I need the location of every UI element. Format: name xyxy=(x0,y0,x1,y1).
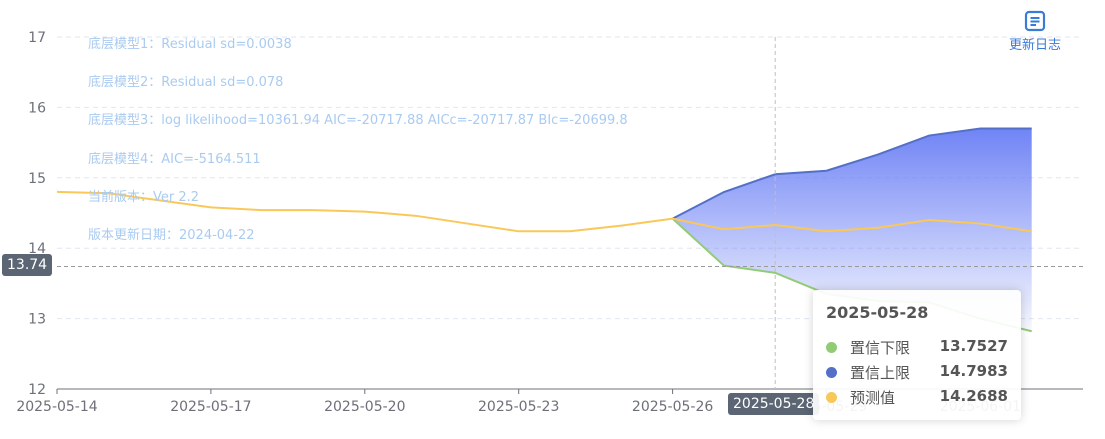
tooltip-row-lower: 置信下限 13.7527 xyxy=(826,336,1008,358)
y-tick-label: 14 xyxy=(28,241,46,257)
legend-dot-icon xyxy=(826,367,837,378)
tooltip-row-upper: 置信上限 14.7983 xyxy=(826,361,1008,383)
x-tick-label: 2025-05-26 xyxy=(632,399,713,415)
x-tick-label: 2025-05-17 xyxy=(170,399,251,415)
x-tick-label: 2025-05-14 xyxy=(16,399,97,415)
legend-dot-icon xyxy=(826,342,837,353)
x-tick-label: 2025-05-20 xyxy=(324,399,405,415)
legend-dot-icon xyxy=(826,392,837,403)
y-tick-label: 13 xyxy=(28,312,46,328)
tooltip-series-value: 13.7527 xyxy=(939,337,1008,355)
document-icon xyxy=(1024,10,1046,32)
model-info-4: 底层模型4：AIC=-5164.511 xyxy=(88,152,261,167)
y-tick-label: 15 xyxy=(28,171,46,187)
version-info: 当前版本：Ver 2.2 xyxy=(88,190,200,205)
model-info-2: 底层模型2：Residual sd=0.078 xyxy=(88,75,284,90)
series-line-forecast xyxy=(56,190,1032,233)
tooltip-row-forecast: 预测值 14.2688 xyxy=(826,386,1008,408)
changelog-label: 更新日志 xyxy=(1008,38,1061,53)
x-tick-label: 2025-05-23 xyxy=(478,399,559,415)
tooltip-series-name: 置信下限 xyxy=(850,339,911,357)
tooltip-date: 2025-05-28 xyxy=(826,303,929,322)
crosshair xyxy=(57,37,1083,389)
model-info-3: 底层模型3：log likelihood=10361.94 AIC=-20717… xyxy=(88,113,628,128)
y-cursor-label: 13.74 xyxy=(2,254,53,276)
tooltip-series-value: 14.7983 xyxy=(939,362,1008,380)
series-line-upper xyxy=(672,127,1032,220)
x-cursor-label: 2025-05-28 xyxy=(728,393,820,415)
y-tick-label: 12 xyxy=(28,382,46,398)
tooltip-series-name: 置信上限 xyxy=(850,364,911,382)
tooltip-series-value: 14.2688 xyxy=(939,387,1008,405)
tooltip: 2025-05-28 置信下限 13.7527 置信上限 14.7983 预测值… xyxy=(813,290,1021,420)
y-tick-label: 16 xyxy=(28,100,46,116)
version-date-info: 版本更新日期：2024-04-22 xyxy=(88,228,255,243)
y-tick-label: 17 xyxy=(28,30,46,46)
changelog-button[interactable]: 更新日志 xyxy=(1004,10,1066,53)
model-info-1: 底层模型1：Residual sd=0.0038 xyxy=(88,37,292,52)
tooltip-series-name: 预测值 xyxy=(850,389,896,407)
